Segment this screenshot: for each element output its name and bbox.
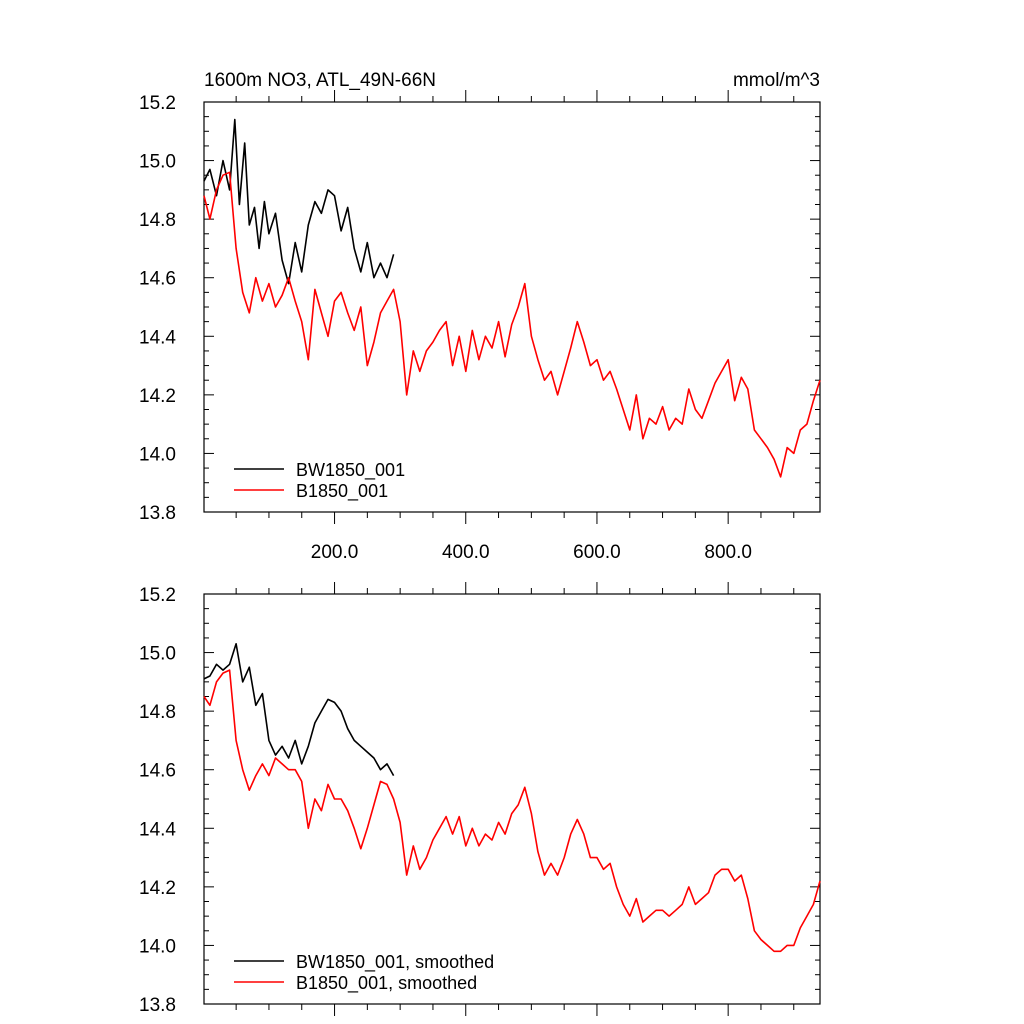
- y-tick-label: 13.8: [139, 503, 176, 524]
- y-tick-label: 14.0: [139, 444, 176, 465]
- top-panel-title: 1600m NO3, ATL_49N-66N: [204, 70, 436, 91]
- bottom-panel: 13.8 14.0 14.2 14.4 14.6 14.8 15.0 15.2 BW1850_…: [139, 582, 821, 1016]
- series-line-bw1850-001: [203, 118, 395, 285]
- series-line-bw1850-001-smoothed: [203, 642, 395, 776]
- bottom-panel-plot: 13.8 14.0 14.2 14.4 14.6 14.8 15.0 15.2: [139, 582, 821, 1016]
- y-tick-label: 15.0: [139, 644, 176, 665]
- y-tick-label: 15.2: [139, 585, 176, 606]
- y-tick-label: 14.4: [139, 819, 176, 840]
- y-tick-label: 14.0: [139, 936, 176, 957]
- top-panel-units: mmol/m^3: [733, 70, 820, 91]
- x-tick-label: 200.0: [311, 542, 359, 563]
- legend-label-b1850-smoothed: B1850_001, smoothed: [296, 973, 477, 994]
- legend-label-b1850: B1850_001: [296, 481, 388, 502]
- y-tick-label: 14.2: [139, 878, 176, 899]
- top-panel-plot: 13.8 14.0 14.2 14.4 14.6 14.8 15.0 15.2 200.0 400…: [139, 90, 821, 563]
- x-tick-label: 600.0: [573, 542, 621, 563]
- top-panel: 1600m NO3, ATL_49N-66N mmol/m^3 13.8 14.0…: [139, 70, 821, 563]
- x-tick-label: 400.0: [442, 542, 490, 563]
- y-tick-label: 15.0: [139, 152, 176, 173]
- y-tick-label: 13.8: [139, 995, 176, 1016]
- x-tick-label: 800.0: [704, 542, 752, 563]
- y-tick-label: 14.8: [139, 702, 176, 723]
- y-tick-label: 14.6: [139, 761, 176, 782]
- y-tick-label: 15.2: [139, 93, 176, 114]
- legend-label-bw1850-smoothed: BW1850_001, smoothed: [296, 952, 494, 973]
- bottom-panel-legend: BW1850_001, smoothed B1850_001, smoothed: [234, 952, 494, 994]
- y-tick-label: 14.6: [139, 269, 176, 290]
- legend-label-bw1850: BW1850_001: [296, 460, 405, 481]
- y-tick-label: 14.4: [139, 327, 176, 348]
- top-panel-legend: BW1850_001 B1850_001: [234, 460, 405, 502]
- plot-frame: [203, 593, 821, 1005]
- series-line-b1850-001-smoothed: [203, 669, 821, 953]
- y-tick-label: 14.8: [139, 210, 176, 231]
- series-line-b1850-001: [203, 171, 821, 478]
- y-tick-label: 14.2: [139, 386, 176, 407]
